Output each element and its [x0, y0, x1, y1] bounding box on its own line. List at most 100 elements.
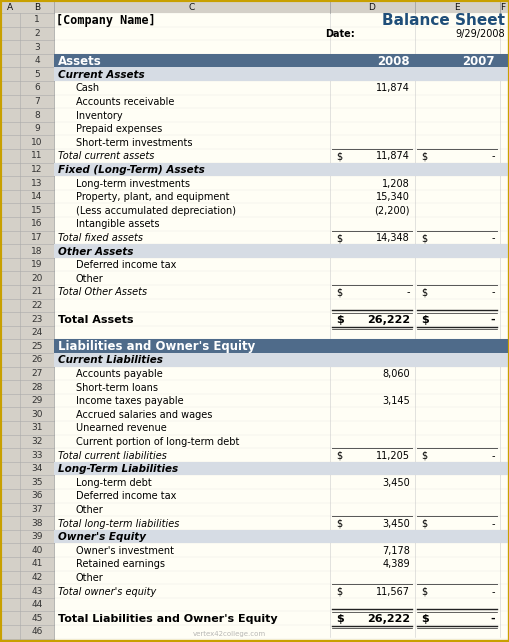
Text: 25: 25	[31, 342, 43, 351]
Bar	[54, 54, 509, 67]
Text: Total Assets: Total Assets	[58, 315, 133, 325]
Text: [Company Name]: [Company Name]	[56, 14, 155, 27]
Text: 30: 30	[31, 410, 43, 419]
Text: 31: 31	[31, 424, 43, 433]
Text: Other: Other	[76, 505, 103, 515]
Text: $: $	[335, 288, 342, 297]
Text: 26: 26	[31, 356, 43, 365]
Text: 2007: 2007	[462, 55, 494, 68]
Text: Accrued salaries and wages: Accrued salaries and wages	[76, 410, 212, 420]
Bar	[54, 462, 509, 475]
Text: -: -	[491, 152, 494, 162]
Text: -: -	[491, 587, 494, 596]
Text: 11,567: 11,567	[375, 587, 409, 596]
Text: -: -	[491, 451, 494, 461]
Text: 43: 43	[31, 587, 43, 596]
Text: (2,200): (2,200)	[374, 206, 409, 216]
Text: 45: 45	[31, 614, 43, 623]
Text: -: -	[491, 519, 494, 528]
Text: 14,348: 14,348	[376, 233, 409, 243]
Text: Current Liabilities: Current Liabilities	[58, 356, 162, 365]
Text: Intangible assets: Intangible assets	[76, 220, 159, 229]
Text: -: -	[406, 288, 409, 297]
Text: C: C	[188, 3, 195, 12]
Text: 19: 19	[31, 260, 43, 269]
Text: Other: Other	[76, 274, 103, 284]
Text: 4: 4	[34, 56, 40, 65]
Bar	[0, 13, 54, 642]
Text: -: -	[490, 614, 494, 624]
Text: Total long-term liabilities: Total long-term liabilities	[58, 519, 179, 528]
Text: Total Liabilities and Owner's Equity: Total Liabilities and Owner's Equity	[58, 614, 277, 624]
Text: Long-Term Liabilities: Long-Term Liabilities	[58, 464, 178, 474]
Text: 41: 41	[31, 559, 43, 568]
Text: E: E	[454, 3, 459, 12]
Text: D: D	[368, 3, 375, 12]
Bar	[54, 353, 509, 367]
Text: $: $	[335, 233, 342, 243]
Bar	[54, 530, 509, 543]
Text: $: $	[335, 614, 343, 624]
Text: 8: 8	[34, 110, 40, 119]
Text: $: $	[420, 614, 428, 624]
Text: 9: 9	[34, 125, 40, 134]
Text: Other Assets: Other Assets	[58, 247, 133, 257]
Text: 4,389: 4,389	[382, 559, 409, 569]
Text: 29: 29	[31, 396, 43, 405]
Bar	[54, 244, 509, 258]
Text: 18: 18	[31, 247, 43, 256]
Text: Assets: Assets	[58, 55, 102, 68]
Text: Long-term debt: Long-term debt	[76, 478, 152, 488]
Text: Deferred income tax: Deferred income tax	[76, 260, 176, 270]
Text: 15,340: 15,340	[376, 193, 409, 202]
Text: Cash: Cash	[76, 83, 100, 94]
Text: 20: 20	[31, 274, 43, 283]
Text: Short-term loans: Short-term loans	[76, 383, 158, 393]
Bar	[54, 340, 509, 353]
Text: $: $	[420, 233, 427, 243]
Text: 46: 46	[31, 627, 43, 636]
Text: 7: 7	[34, 97, 40, 106]
Text: 11,874: 11,874	[376, 152, 409, 162]
Text: 26,222: 26,222	[366, 315, 409, 325]
Text: $: $	[420, 315, 428, 325]
Text: $: $	[420, 519, 427, 528]
Text: 36: 36	[31, 492, 43, 501]
Text: 7,178: 7,178	[381, 546, 409, 556]
Text: 3: 3	[34, 42, 40, 51]
Text: 3,145: 3,145	[382, 396, 409, 406]
Text: 21: 21	[31, 288, 43, 297]
Text: Total current liabilities: Total current liabilities	[58, 451, 166, 461]
Text: Date:: Date:	[325, 29, 354, 39]
Text: 14: 14	[31, 193, 43, 202]
Text: Fixed (Long-Term) Assets: Fixed (Long-Term) Assets	[58, 165, 204, 175]
Text: 1,208: 1,208	[382, 178, 409, 189]
Text: 2008: 2008	[377, 55, 409, 68]
Text: 8,060: 8,060	[382, 369, 409, 379]
Bar	[54, 162, 509, 176]
Text: Accounts payable: Accounts payable	[76, 369, 162, 379]
Text: 11: 11	[31, 152, 43, 160]
Text: 15: 15	[31, 206, 43, 215]
Text: 22: 22	[32, 301, 43, 310]
Text: 42: 42	[32, 573, 43, 582]
Text: 1: 1	[34, 15, 40, 24]
Text: 13: 13	[31, 178, 43, 187]
Text: $: $	[335, 315, 343, 325]
Text: 39: 39	[31, 532, 43, 541]
Text: $: $	[420, 288, 427, 297]
Text: 6: 6	[34, 83, 40, 92]
Text: Total fixed assets: Total fixed assets	[58, 233, 143, 243]
Text: Total owner's equity: Total owner's equity	[58, 587, 156, 596]
Text: Deferred income tax: Deferred income tax	[76, 492, 176, 501]
Text: Owner's Equity: Owner's Equity	[58, 532, 146, 542]
Text: 27: 27	[31, 369, 43, 378]
Text: Income taxes payable: Income taxes payable	[76, 396, 183, 406]
Text: Short-term investments: Short-term investments	[76, 138, 192, 148]
Text: 10: 10	[31, 138, 43, 147]
Text: 23: 23	[31, 315, 43, 324]
Text: $: $	[420, 451, 427, 461]
Text: Owner's investment: Owner's investment	[76, 546, 174, 556]
Text: $: $	[420, 152, 427, 162]
Bar	[54, 67, 509, 81]
